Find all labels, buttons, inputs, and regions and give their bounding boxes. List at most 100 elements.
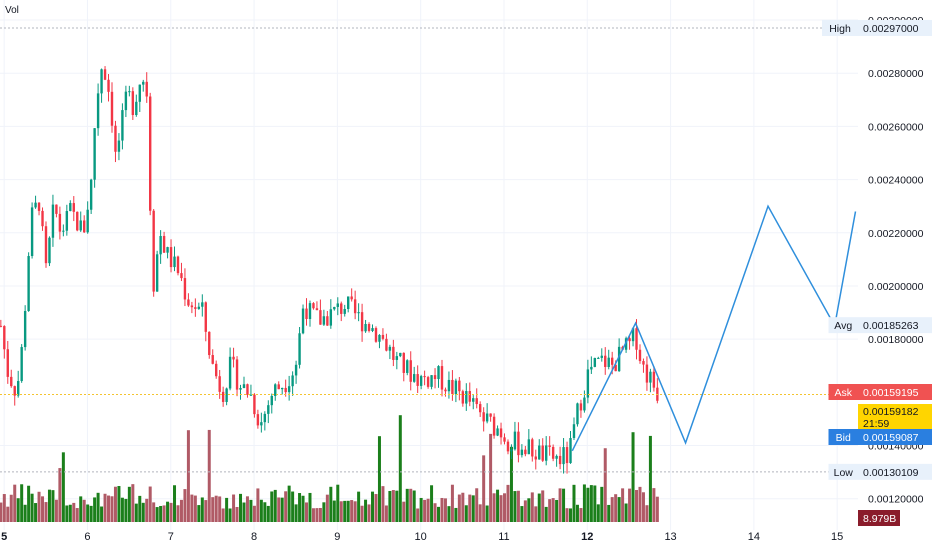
- ask-tag-value: 0.00159195: [863, 387, 919, 399]
- candle-body: [610, 357, 614, 365]
- candle-body: [152, 210, 155, 292]
- volume-bar: [478, 504, 482, 522]
- volume-bar: [506, 484, 510, 522]
- candle-body: [444, 389, 447, 392]
- volume-bar: [430, 485, 434, 522]
- volume-bar: [58, 468, 62, 522]
- candle-body: [430, 375, 433, 387]
- candle-body: [472, 398, 475, 402]
- volume-bar: [27, 485, 31, 522]
- volume-bar: [645, 505, 649, 522]
- volume-bar: [530, 492, 534, 522]
- volume-bar: [377, 436, 381, 522]
- candle-body: [388, 346, 392, 351]
- volume-bar: [596, 504, 600, 522]
- candle-body: [246, 384, 249, 395]
- candle-body: [645, 364, 649, 383]
- candle-body: [51, 204, 55, 238]
- candle-body: [572, 424, 576, 439]
- volume-bar: [509, 446, 513, 522]
- volume-bar: [100, 506, 104, 522]
- candle-body: [159, 235, 162, 255]
- y-tick-label: 0.00200000: [868, 281, 924, 293]
- candle-body: [221, 391, 225, 402]
- volume-bar: [280, 497, 284, 522]
- candle-body: [44, 226, 48, 264]
- volume-bars: [0, 415, 659, 522]
- volume-bar: [423, 499, 427, 522]
- candle-body: [635, 328, 638, 350]
- candle-body: [593, 357, 597, 367]
- candle-body: [253, 394, 256, 415]
- candle-body: [628, 338, 631, 342]
- volume-bar: [631, 432, 635, 522]
- candle-body: [148, 96, 152, 211]
- volume-bar: [13, 484, 17, 522]
- volume-bar: [252, 505, 256, 522]
- zigzag-line: [571, 204, 857, 452]
- volume-bar: [325, 494, 329, 522]
- volume-bar: [166, 501, 170, 522]
- volume-bar: [447, 506, 451, 522]
- candle-body: [287, 386, 291, 393]
- candle-body: [291, 375, 294, 387]
- volume-bar: [96, 492, 100, 522]
- volume-bar: [329, 486, 333, 522]
- candle-body: [239, 388, 242, 390]
- volume-bar: [350, 500, 354, 522]
- volume-bar: [207, 429, 211, 522]
- candle-body: [538, 445, 541, 460]
- volume-bar: [523, 500, 527, 522]
- volume-bar: [610, 497, 614, 522]
- candle-body: [583, 397, 586, 411]
- candle-body: [579, 403, 583, 411]
- candle-body: [37, 202, 41, 211]
- candle-body: [162, 235, 166, 253]
- volume-bar: [186, 430, 190, 522]
- candle-body: [145, 81, 148, 97]
- candle-body: [17, 381, 20, 396]
- volume-bar: [371, 491, 375, 522]
- candle-body: [548, 445, 551, 447]
- candle-body: [187, 299, 190, 306]
- x-tick-label: 7: [168, 531, 174, 543]
- volume-bar: [405, 488, 409, 522]
- candle-body: [23, 310, 27, 348]
- volume-bar: [176, 505, 180, 522]
- volume-bar: [499, 495, 503, 522]
- candle-body: [412, 374, 416, 382]
- volume-bar: [565, 508, 569, 522]
- candle-body: [607, 357, 610, 367]
- candle-body: [58, 213, 62, 232]
- volume-bar: [318, 507, 322, 522]
- candle-body: [652, 371, 656, 388]
- volume-bar: [51, 490, 55, 522]
- volume-bar: [617, 497, 621, 522]
- ask-tag-label: Ask: [834, 387, 852, 399]
- candle-body: [360, 312, 364, 332]
- candle-body: [353, 299, 357, 314]
- candle-body: [6, 349, 9, 377]
- volume-bar: [138, 495, 142, 522]
- x-tick-label: 6: [84, 531, 90, 543]
- candle-body: [367, 323, 371, 331]
- candle-body: [34, 202, 37, 208]
- candle-body: [76, 211, 79, 231]
- candle-body: [333, 306, 336, 310]
- candle-body: [267, 405, 270, 414]
- volume-bar: [641, 492, 645, 522]
- volume-bar: [16, 498, 20, 522]
- volume-bar: [197, 505, 201, 522]
- volume-bar: [409, 488, 413, 522]
- volume-bar: [148, 486, 152, 522]
- candle-body: [110, 91, 114, 126]
- volume-bar: [391, 490, 395, 522]
- volume-bar: [544, 506, 548, 522]
- candle-body: [13, 386, 16, 396]
- volume-bar: [190, 494, 194, 522]
- candle-body: [10, 376, 13, 387]
- candle-body: [131, 91, 135, 116]
